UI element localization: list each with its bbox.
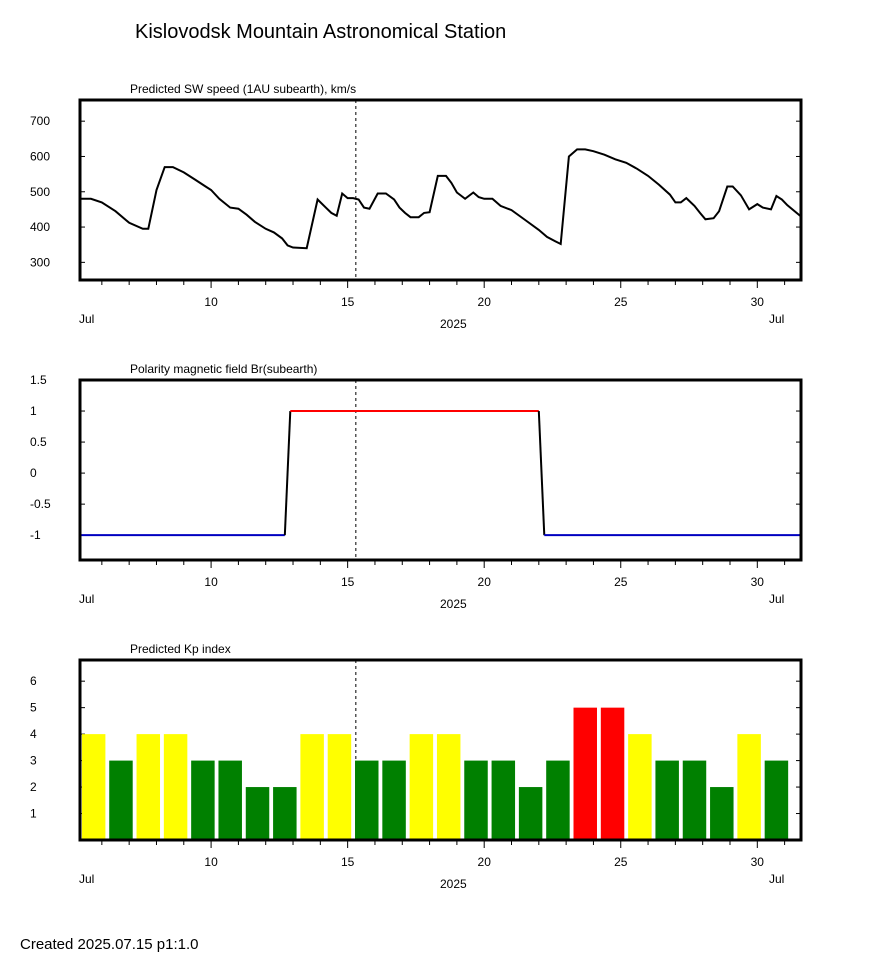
sw-speed-y-tick-label: 600 <box>30 149 50 163</box>
kp-index-y-tick-label: 1 <box>30 807 37 821</box>
kp-index-panel-title: Predicted Kp index <box>130 642 231 656</box>
created-footer: Created 2025.07.15 p1:1.0 <box>20 936 198 953</box>
kp-bar <box>355 760 379 840</box>
kp-bar <box>573 707 597 840</box>
polarity-panel-title: Polarity magnetic field Br(subearth) <box>130 362 317 376</box>
kp-index-y-tick-label: 4 <box>30 727 37 741</box>
sw-speed-y-tick-label: 400 <box>30 220 50 234</box>
sw-speed-frame <box>78 98 803 282</box>
kp-index-frame <box>78 658 803 842</box>
polarity-x-tick-label: 20 <box>478 575 492 589</box>
kp-index-y-tick-label: 3 <box>30 754 37 768</box>
kp-index-y-tick-label: 2 <box>30 780 37 794</box>
kp-bar <box>136 734 161 840</box>
polarity-panel: Polarity magnetic field Br(subearth) 1.5… <box>30 362 803 611</box>
kp-index-y-tick-label: 5 <box>30 701 37 715</box>
kp-bar <box>327 734 352 840</box>
kp-bar <box>600 707 625 840</box>
sw-speed-panel-title: Predicted SW speed (1AU subearth), km/s <box>130 82 356 96</box>
sw-speed-x-tick-label: 20 <box>478 295 492 309</box>
polarity-jul-right-label: Jul <box>769 592 784 606</box>
kp-index-year-label: 2025 <box>440 877 467 891</box>
polarity-ticks: 1.5 1 0.5 0 -0.5 -1 10 15 20 25 30 <box>30 373 801 589</box>
kp-bar <box>764 760 789 840</box>
kp-bar <box>628 734 652 840</box>
polarity-y-tick-label: 0.5 <box>30 435 47 449</box>
polarity-segment <box>283 410 292 536</box>
kp-bar <box>464 760 488 840</box>
polarity-frame <box>78 378 803 562</box>
kp-bar <box>218 760 242 840</box>
kp-index-x-tick-label: 15 <box>341 855 355 869</box>
sw-speed-panel: Predicted SW speed (1AU subearth), km/s … <box>30 82 803 331</box>
kp-bar <box>655 760 679 840</box>
kp-bar <box>163 734 188 840</box>
kp-bar <box>300 734 324 840</box>
sw-speed-y-tick-label: 300 <box>30 255 50 269</box>
sw-speed-ticks: 300 400 500 600 700 10 15 20 25 30 <box>30 114 801 309</box>
sw-speed-plot <box>80 100 802 280</box>
kp-bar <box>518 787 543 840</box>
polarity-year-label: 2025 <box>440 597 467 611</box>
sw-speed-line <box>80 148 802 250</box>
kp-bar <box>737 734 761 840</box>
sw-speed-x-tick-label: 30 <box>751 295 765 309</box>
kp-bar <box>245 787 270 840</box>
kp-index-plot <box>81 660 789 840</box>
kp-bar <box>273 787 297 840</box>
page-title: Kislovodsk Mountain Astronomical Station <box>135 21 506 43</box>
sw-speed-x-tick-label: 10 <box>204 295 218 309</box>
polarity-plot <box>80 380 801 560</box>
kp-bar <box>710 787 734 840</box>
kp-bar <box>436 734 461 840</box>
kp-index-y-tick-label: 6 <box>30 674 37 688</box>
sw-speed-y-tick-label: 700 <box>30 114 50 128</box>
sw-speed-jul-right-label: Jul <box>769 312 784 326</box>
kp-index-x-tick-label: 20 <box>478 855 492 869</box>
kp-bar <box>682 760 707 840</box>
kp-bar <box>409 734 434 840</box>
sw-speed-year-label: 2025 <box>440 317 467 331</box>
kp-index-ticks: 1 2 3 4 5 6 10 15 20 25 30 <box>30 674 801 869</box>
kp-bar <box>491 760 516 840</box>
kp-index-jul-left-label: Jul <box>79 872 94 886</box>
sw-speed-jul-left-label: Jul <box>79 312 94 326</box>
kp-index-x-tick-label: 30 <box>751 855 765 869</box>
kp-bar <box>382 760 406 840</box>
kp-bar <box>81 734 106 840</box>
polarity-y-tick-label: 1.5 <box>30 373 47 387</box>
sw-speed-x-tick-label: 15 <box>341 295 355 309</box>
polarity-y-tick-label: -1 <box>30 528 41 542</box>
polarity-segment <box>537 410 546 536</box>
kp-bar <box>546 760 570 840</box>
polarity-y-tick-label: -0.5 <box>30 497 51 511</box>
sw-speed-y-tick-label: 500 <box>30 185 50 199</box>
polarity-y-tick-label: 0 <box>30 466 37 480</box>
polarity-x-tick-label: 25 <box>614 575 628 589</box>
polarity-x-tick-label: 15 <box>341 575 355 589</box>
kp-index-jul-right-label: Jul <box>769 872 784 886</box>
sw-speed-x-tick-label: 25 <box>614 295 628 309</box>
kp-bar <box>109 760 133 840</box>
polarity-x-tick-label: 10 <box>204 575 218 589</box>
polarity-x-tick-label: 30 <box>751 575 765 589</box>
kp-bar <box>191 760 215 840</box>
kp-index-x-tick-label: 25 <box>614 855 628 869</box>
polarity-y-tick-label: 1 <box>30 404 37 418</box>
kp-index-x-tick-label: 10 <box>204 855 218 869</box>
polarity-jul-left-label: Jul <box>79 592 94 606</box>
